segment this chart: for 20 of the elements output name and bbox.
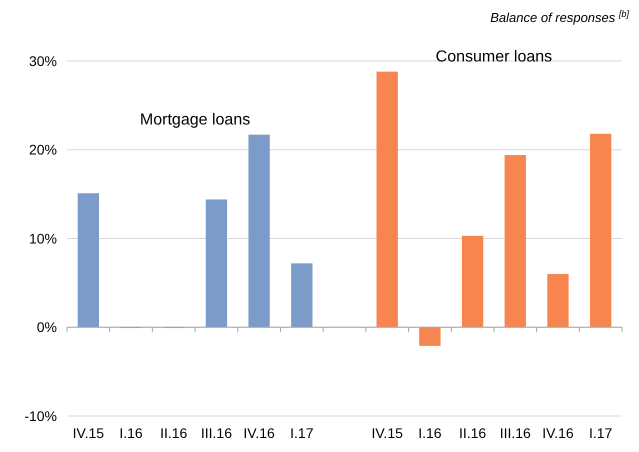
x-tick-label: III.16 — [200, 425, 232, 441]
x-tick-label: I.16 — [119, 425, 143, 441]
x-tick-label: IV.15 — [371, 425, 404, 441]
x-tick-label: I.17 — [290, 425, 314, 441]
x-tick-label: IV.16 — [542, 425, 574, 441]
y-tick-label: 20% — [28, 142, 57, 158]
text: Consumer loans — [436, 48, 552, 66]
y-tick-label: 30% — [28, 52, 57, 69]
y-tick-label: 0% — [36, 319, 57, 336]
x-tick-label: I.17 — [588, 425, 613, 441]
x-tick-label: II.16 — [458, 425, 486, 441]
x-tick-label: IV.15 — [72, 425, 104, 441]
y-tick-label: 10% — [28, 230, 57, 246]
y-tick-label: -10% — [24, 408, 57, 424]
x-tick-label: II.16 — [160, 425, 188, 441]
x-tick-label: I.16 — [418, 425, 442, 441]
x-tick-label: IV.16 — [243, 425, 276, 441]
x-tick-label: III.16 — [500, 425, 532, 441]
series-label: Mortgage loans — [140, 112, 250, 129]
y-axis-title: Balance of responses $^{[b]}$ — [490, 9, 630, 25]
